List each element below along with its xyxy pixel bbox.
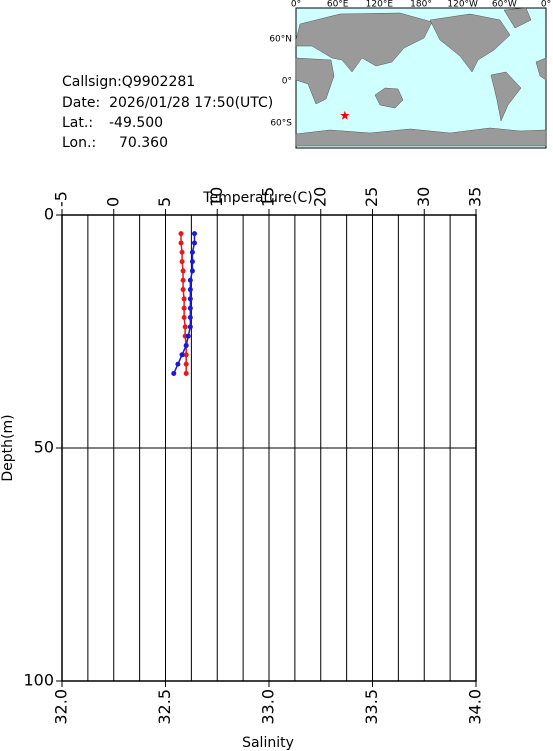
profile-point: [187, 287, 193, 293]
profile-line: [180, 233, 187, 374]
profile-point: [178, 240, 184, 246]
profile-point: [187, 296, 193, 302]
map-lon-label: 60°E: [327, 0, 349, 10]
map-lon-label: 0°: [291, 0, 301, 10]
y-tick-label: 0: [44, 205, 54, 224]
lon-value: 70.360: [119, 135, 168, 151]
lat-value: -49.500: [109, 115, 163, 131]
callsign: Callsign:Q9902281: [62, 74, 195, 90]
profile-point: [181, 315, 187, 321]
map-land: [295, 7, 547, 147]
profile-point: [191, 231, 197, 237]
date: Date: 2026/01/28 17:50(UTC): [62, 95, 273, 111]
y-tick-label: 50: [34, 438, 54, 457]
profile-point: [175, 361, 181, 367]
top-axis-title: Temperature(C): [202, 190, 312, 206]
location-marker: [340, 110, 350, 120]
profile-point: [191, 240, 197, 246]
profile-point: [179, 259, 185, 265]
x2-tick-label: 15: [259, 187, 278, 207]
profile-point: [183, 370, 189, 376]
profile-point: [187, 277, 193, 283]
map-lat-label: 60°N: [269, 35, 292, 45]
x2-tick-label: 25: [362, 187, 381, 207]
map-lat-label: 0°: [282, 77, 292, 87]
x2-tick-label: 5: [155, 197, 174, 207]
profile-point: [182, 324, 188, 330]
profile-point: [189, 249, 195, 255]
x2-tick-label: 30: [414, 187, 433, 207]
x-tick-label: 32.0: [52, 689, 71, 725]
profile-point: [179, 352, 185, 358]
x2-tick-label: 10: [207, 187, 226, 207]
x2-tick-label: 35: [466, 187, 485, 207]
profile-point: [183, 342, 189, 348]
profile-point: [189, 268, 195, 274]
x-tick-label: 34.0: [466, 689, 485, 725]
profile-point: [181, 305, 187, 311]
bottom-axis-title: Salinity: [242, 735, 294, 751]
profile-point: [179, 249, 185, 255]
map: [295, 7, 547, 149]
x-tick-label: 33.0: [259, 689, 278, 725]
profile-point: [183, 361, 189, 367]
x2-tick-label: -5: [52, 191, 71, 207]
map-lat-label: 60°S: [270, 119, 292, 129]
profile-point: [187, 315, 193, 321]
profile-point: [181, 296, 187, 302]
lat-label: Lat.:: [62, 115, 93, 131]
profile-point: [180, 277, 186, 283]
profile-point: [178, 231, 184, 237]
profile-point: [180, 268, 186, 274]
y-axis-title: Depth(m): [0, 414, 16, 481]
map-lon-label: 0°: [541, 0, 551, 10]
y-tick-label: 100: [23, 671, 54, 690]
x-tick-label: 32.5: [155, 689, 174, 725]
map-lon-label: 180°: [410, 0, 432, 10]
x2-tick-label: 0: [103, 197, 122, 207]
profile-point: [180, 287, 186, 293]
profile-point: [185, 333, 191, 339]
map-lon-label: 60°W: [492, 0, 517, 10]
lon-label: Lon.:: [62, 135, 96, 151]
map-lon-label: 120°W: [447, 0, 478, 10]
x-tick-label: 33.5: [362, 689, 381, 725]
profile-point: [171, 370, 177, 376]
x2-tick-label: 20: [310, 187, 329, 207]
map-lon-label: 120°E: [366, 0, 394, 10]
profile-point: [187, 324, 193, 330]
profile-point: [189, 259, 195, 265]
profile-point: [187, 305, 193, 311]
profile-line: [173, 233, 196, 374]
profile-point: [183, 352, 189, 358]
